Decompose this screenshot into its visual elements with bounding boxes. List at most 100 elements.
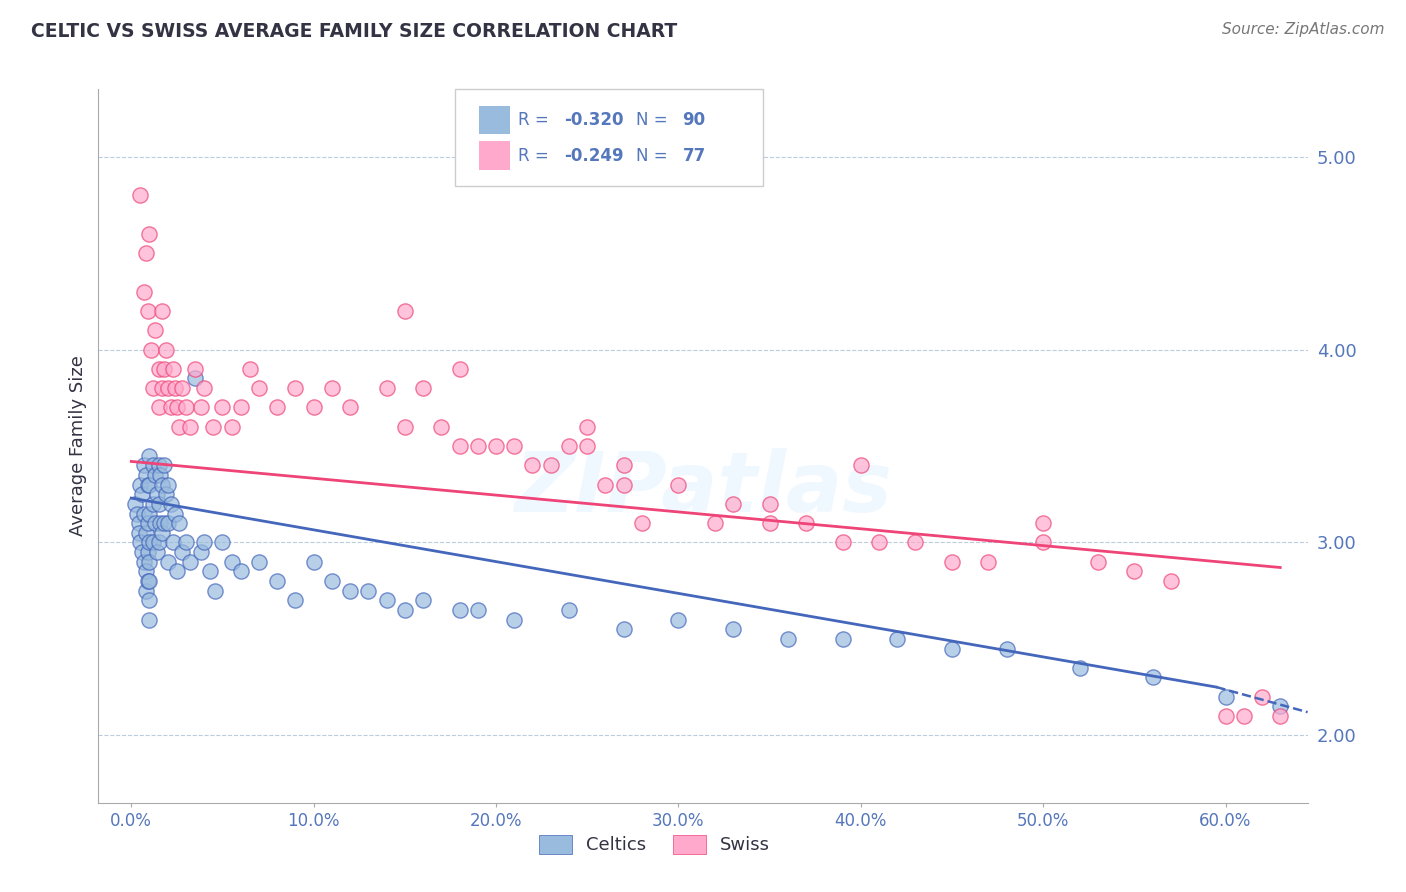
Point [148, 535, 170, 549]
Point [129, 535, 152, 549]
Point [1233, 709, 1256, 723]
Point [148, 497, 170, 511]
Point [595, 477, 617, 491]
Point [148, 362, 170, 376]
Text: -0.320: -0.320 [564, 111, 623, 128]
Point [794, 516, 817, 530]
Point [142, 381, 165, 395]
Point [132, 555, 155, 569]
Point [284, 381, 307, 395]
Point [204, 583, 226, 598]
Point [150, 304, 173, 318]
Point [162, 535, 184, 549]
Point [1270, 699, 1292, 714]
Point [146, 487, 169, 501]
Point [1032, 535, 1054, 549]
Point [576, 419, 599, 434]
Point [138, 555, 160, 569]
Point [179, 555, 201, 569]
Point [142, 458, 165, 473]
Point [522, 458, 544, 473]
Point [1087, 555, 1109, 569]
Point [167, 516, 190, 530]
Point [138, 477, 160, 491]
Point [153, 516, 176, 530]
Point [166, 565, 188, 579]
Point [266, 401, 288, 415]
Point [142, 535, 165, 549]
Point [449, 603, 471, 617]
Point [163, 381, 186, 395]
Point [150, 477, 173, 491]
Point [239, 362, 262, 376]
Point [831, 632, 853, 646]
Point [703, 516, 725, 530]
Text: 77: 77 [682, 146, 706, 164]
Point [131, 487, 153, 501]
Point [135, 565, 157, 579]
Point [162, 362, 184, 376]
Point [138, 574, 160, 588]
Point [141, 343, 163, 357]
Point [613, 622, 636, 636]
Point [136, 574, 159, 588]
Point [995, 641, 1018, 656]
Point [394, 304, 416, 318]
Point [631, 516, 654, 530]
Point [198, 565, 221, 579]
Point [172, 545, 194, 559]
Point [167, 419, 190, 434]
Point [132, 507, 155, 521]
Point [132, 458, 155, 473]
Point [886, 632, 908, 646]
Point [143, 516, 166, 530]
Point [156, 516, 179, 530]
Point [1123, 565, 1146, 579]
Point [190, 401, 212, 415]
Point [142, 497, 165, 511]
Point [394, 603, 416, 617]
Point [941, 641, 963, 656]
Point [576, 439, 599, 453]
Point [211, 401, 233, 415]
Point [149, 467, 172, 482]
Point [211, 535, 233, 549]
Point [128, 516, 150, 530]
Point [172, 381, 194, 395]
Point [1270, 709, 1292, 723]
Point [412, 381, 434, 395]
Text: 90: 90 [682, 111, 706, 128]
Point [467, 603, 489, 617]
Point [375, 593, 398, 607]
Point [558, 603, 581, 617]
Point [135, 246, 157, 260]
Text: N =: N = [637, 146, 673, 164]
Point [148, 458, 170, 473]
Text: R =: R = [517, 111, 554, 128]
Point [136, 545, 159, 559]
Point [1160, 574, 1182, 588]
Point [540, 458, 562, 473]
Point [1251, 690, 1274, 704]
Point [1215, 709, 1237, 723]
Point [321, 381, 343, 395]
Point [128, 525, 150, 540]
Point [129, 188, 152, 202]
Point [449, 362, 471, 376]
FancyBboxPatch shape [456, 89, 763, 186]
Point [357, 583, 380, 598]
Point [941, 555, 963, 569]
Point [132, 285, 155, 299]
Point [849, 458, 872, 473]
Point [163, 507, 186, 521]
Point [138, 535, 160, 549]
Point [149, 516, 172, 530]
Point [229, 401, 252, 415]
Legend: Celtics, Swiss: Celtics, Swiss [531, 828, 778, 862]
Text: Source: ZipAtlas.com: Source: ZipAtlas.com [1222, 22, 1385, 37]
Point [124, 497, 146, 511]
Point [174, 401, 197, 415]
Point [1142, 670, 1164, 684]
Text: ZIPatlas: ZIPatlas [515, 449, 891, 529]
Point [221, 419, 243, 434]
